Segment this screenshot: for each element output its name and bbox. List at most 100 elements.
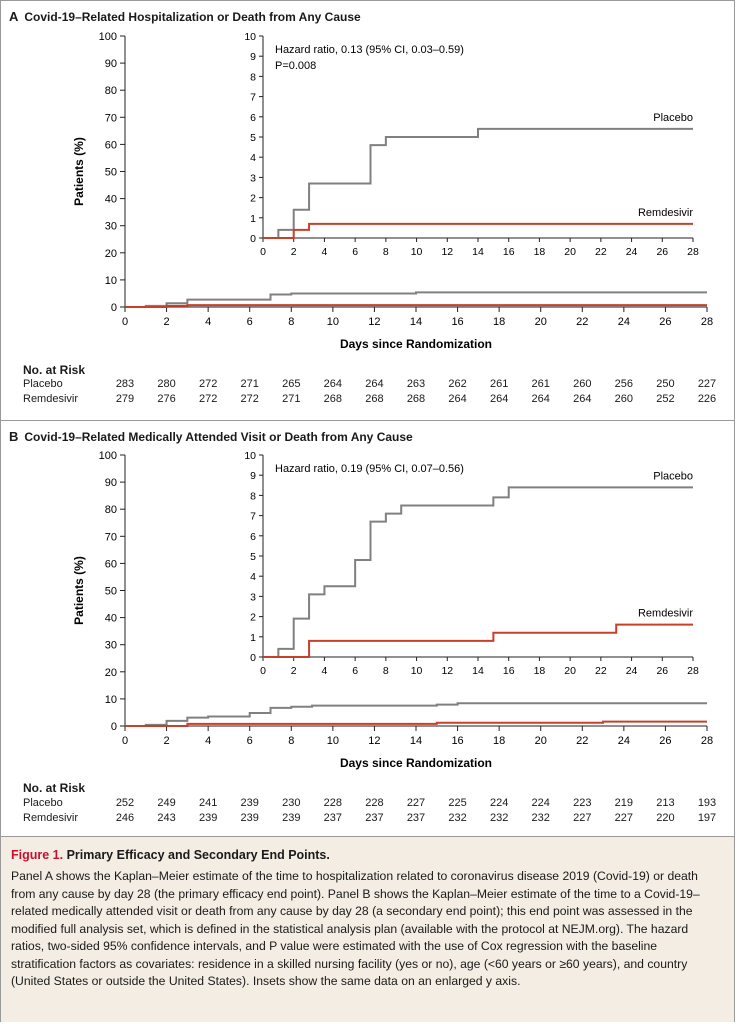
panel-a-y-tick-label: 0 (111, 302, 117, 314)
panel-a-risk-row-label: Remdesivir (23, 393, 79, 405)
panel-a-inset-x-tick-label: 20 (564, 246, 576, 258)
panel-b-x-tick-label: 10 (327, 735, 339, 747)
panel-a-inset-x-tick-label: 2 (291, 246, 297, 258)
panel-a-y-tick-label: 100 (99, 31, 117, 43)
panel-a-y-axis-label: Patients (%) (72, 137, 86, 206)
panel-a-inset-y-tick-label: 10 (244, 31, 256, 43)
panel-b-risk-value: 213 (656, 797, 675, 809)
panel-b-risk-value: 239 (240, 797, 259, 809)
panel-a-risk-row-label: Placebo (23, 378, 63, 390)
panel-b-x-tick-label: 22 (576, 735, 588, 747)
panel-a-risk-value: 272 (198, 393, 218, 405)
panel-a-risk-value: 261 (489, 378, 509, 390)
panel-a-inset-x-tick-label: 8 (383, 246, 389, 258)
panel-a-risk-value: 276 (157, 393, 176, 405)
panel-b-main-line-remdesivir (125, 720, 707, 727)
panel-a-y-tick-label: 90 (105, 58, 117, 70)
panel-a-inset-y-tick-label: 1 (250, 213, 256, 225)
panel-a-inset-x-tick-label: 18 (534, 246, 546, 258)
panel-a-inset-y-tick-label: 0 (250, 233, 256, 245)
panel-b-x-tick-label: 4 (205, 735, 211, 747)
panel-a-risk-value: 268 (406, 393, 426, 405)
panel-divider (1, 420, 734, 421)
panel-b-inset-x-tick-label: 28 (687, 665, 699, 677)
panel-b-inset-y-tick-label: 0 (250, 652, 256, 664)
panel-b-x-tick-label: 12 (368, 735, 380, 747)
caption-body: Panel A shows the Kaplan–Meier estimate … (11, 869, 700, 988)
panel-b-inset-y-tick-label: 2 (250, 612, 256, 624)
panel-b-risk-value: 239 (240, 812, 259, 824)
panel-b-risk-value: 243 (157, 812, 176, 824)
panel-a-inset-y-tick-label: 8 (250, 71, 256, 83)
panel-b-inset-y-tick-label: 8 (250, 490, 256, 502)
panel-b-y-tick-label: 100 (99, 450, 117, 462)
panel-b-risk-value: 227 (406, 797, 426, 809)
panel-b-y-tick-label: 20 (105, 667, 117, 679)
panel-a-x-tick-label: 24 (618, 316, 630, 328)
panel-a-y-tick-label: 20 (105, 248, 117, 260)
panel-b-risk-value: 232 (448, 812, 467, 824)
panel-b-y-tick-label: 50 (105, 586, 117, 598)
panel-b-x-tick-label: 0 (122, 735, 128, 747)
panel-a-inset-x-tick-label: 10 (411, 246, 423, 258)
panel-b-y-tick-label: 60 (105, 558, 117, 570)
panel-b-inset-x-tick-label: 24 (626, 665, 638, 677)
panel-a-risk-value: 268 (365, 393, 384, 405)
panel-a-x-tick-label: 8 (288, 316, 294, 328)
panel-a-risk-value: 252 (656, 393, 675, 405)
panel-b-risk-value: 219 (614, 797, 634, 809)
panel-b-hazard-ratio: Hazard ratio, 0.19 (95% CI, 0.07–0.56) (275, 463, 464, 475)
panel-b-x-tick-label: 16 (451, 735, 463, 747)
panel-b-risk-value: 228 (365, 797, 384, 809)
panel-b-risk-value: 223 (573, 797, 592, 809)
panel-b-x-tick-label: 8 (288, 735, 294, 747)
panel-a-title: A Covid-19–Related Hospitalization or Dea… (9, 9, 361, 24)
panel-b-risk-value: 239 (198, 812, 218, 824)
panel-a-y-tick-label: 40 (105, 194, 117, 206)
panel-a-x-tick-label: 22 (576, 316, 588, 328)
panel-a-inset-y-tick-label: 2 (250, 193, 256, 205)
panel-a-risk-value: 261 (531, 378, 550, 390)
panel-a-hazard-ratio: Hazard ratio, 0.13 (95% CI, 0.03–0.59) (275, 44, 464, 56)
panel-a-risk-value: 264 (323, 378, 343, 390)
panel-b-inset-x-tick-label: 4 (322, 665, 328, 677)
panel-b-risk-row-label: Placebo (23, 797, 63, 809)
panel-b-y-tick-label: 70 (105, 531, 117, 543)
panel-b-risk-value: 252 (115, 797, 135, 809)
panel-b-risk-value: 220 (656, 812, 675, 824)
panel-b-main-line-placebo (125, 702, 707, 727)
panel-a-risk-value: 264 (573, 393, 592, 405)
panel-a-y-tick-label: 60 (105, 139, 117, 151)
panel-a-risk-value: 226 (697, 393, 717, 405)
panel-b-inset-y-tick-label: 5 (250, 551, 256, 563)
panel-a-inset-y-tick-label: 4 (250, 152, 256, 164)
panel-b-y-tick-label: 80 (105, 504, 117, 516)
panel-b-inset-x-tick-label: 26 (656, 665, 668, 677)
panel-b-inset-x-tick-label: 0 (260, 665, 266, 677)
panel-a-risk-value: 280 (157, 378, 176, 390)
panel-b-risk-value: 239 (282, 812, 301, 824)
panel-a-inset-y-tick-label: 3 (250, 172, 256, 184)
figure-caption: Figure 1. Primary Efficacy and Secondary… (1, 836, 734, 1022)
panel-a-x-tick-label: 18 (493, 316, 505, 328)
panel-a-inset-x-tick-label: 6 (352, 246, 358, 258)
panel-b-inset-x-tick-label: 16 (503, 665, 515, 677)
panel-b-inset-y-tick-label: 9 (250, 470, 256, 482)
panel-b-risk-value: 246 (115, 812, 135, 824)
panel-b-x-tick-label: 18 (493, 735, 505, 747)
panel-a-risk-value: 272 (240, 393, 259, 405)
panel-b-inset-x-tick-label: 20 (564, 665, 576, 677)
panel-b-x-tick-label: 2 (164, 735, 170, 747)
panel-a-risk-value: 264 (489, 393, 509, 405)
panel-b-risk-value: 237 (323, 812, 343, 824)
panel-a-inset-x-tick-label: 26 (656, 246, 668, 258)
panel-a-y-tick-label: 10 (105, 275, 117, 287)
panel-a-letter: A (9, 9, 19, 24)
panel-b-x-tick-label: 20 (535, 735, 547, 747)
panel-b-title: B Covid-19–Related Medically Attended Vis… (9, 429, 413, 444)
panel-b-inset-series-label-remdesivir: Remdesivir (638, 608, 693, 620)
panel-a-risk-value: 263 (406, 378, 426, 390)
panel-b-risk-row-label: Remdesivir (23, 812, 79, 824)
panel-a-risk-value: 283 (115, 378, 135, 390)
